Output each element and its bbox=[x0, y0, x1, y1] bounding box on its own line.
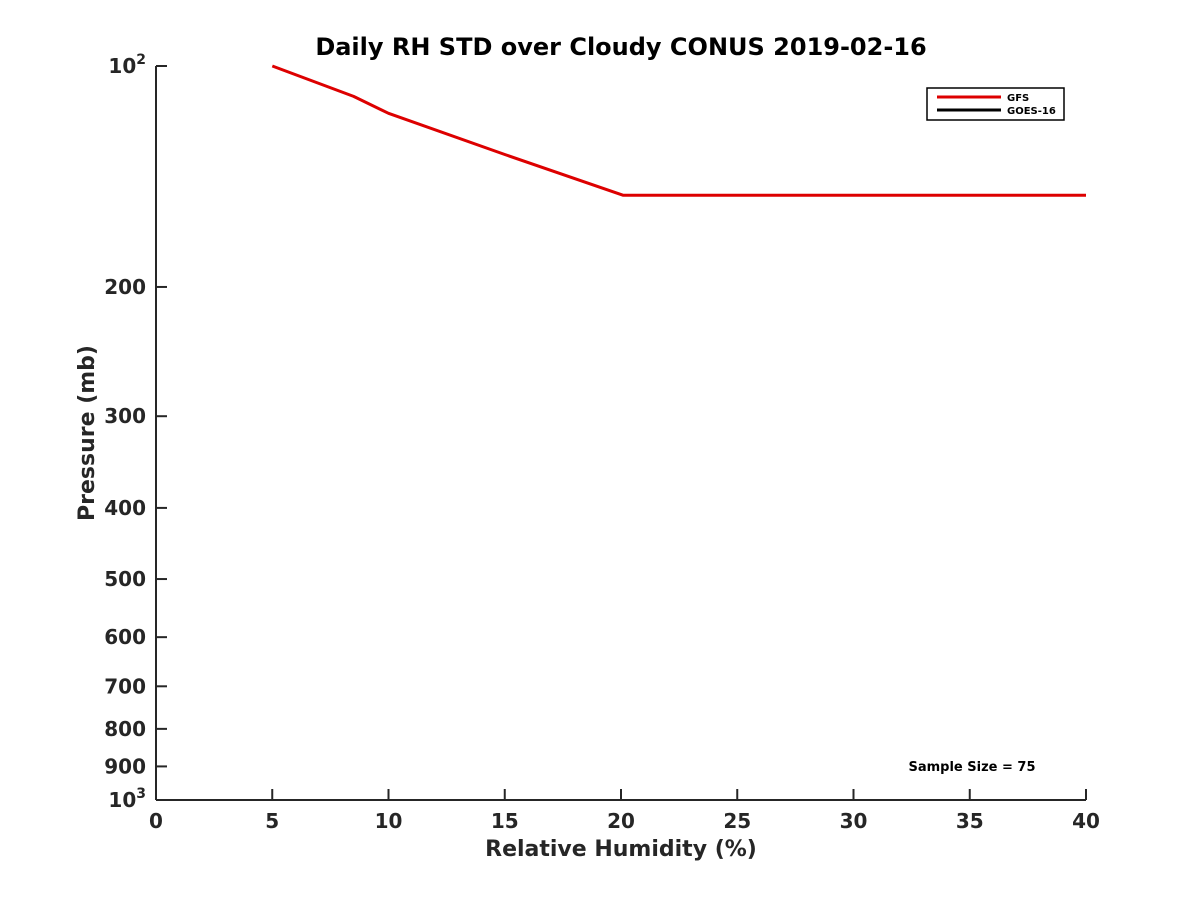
y-tick-label: 900 bbox=[104, 754, 146, 778]
y-tick-label: 700 bbox=[104, 674, 146, 698]
y-tick-label: 800 bbox=[104, 717, 146, 741]
x-tick-label: 35 bbox=[956, 809, 984, 833]
legend: GFS GOES-16 bbox=[926, 87, 1065, 121]
sample-size-annotation: Sample Size = 75 bbox=[908, 760, 1035, 775]
series-line-gfs bbox=[271, 64, 1086, 197]
series-layer bbox=[271, 64, 1086, 197]
y-tick-label: 200 bbox=[104, 275, 146, 299]
x-tick-label: 5 bbox=[265, 809, 279, 833]
x-tick-label: 40 bbox=[1072, 809, 1100, 833]
y-tick-label: 600 bbox=[104, 625, 146, 649]
y-tick-label: 400 bbox=[104, 496, 146, 520]
chart-title: Daily RH STD over Cloudy CONUS 2019-02-1… bbox=[315, 33, 926, 61]
y-tick-label: 500 bbox=[104, 567, 146, 591]
x-axis-label: Relative Humidity (%) bbox=[485, 837, 757, 862]
x-ticks: 0 5 10 15 20 25 30 35 40 bbox=[149, 789, 1100, 833]
y-axis-label: Pressure (mb) bbox=[75, 345, 100, 521]
y-tick-label: 102 bbox=[108, 52, 146, 78]
legend-label-goes16: GOES-16 bbox=[1007, 106, 1056, 117]
y-tick-label: 300 bbox=[104, 404, 146, 428]
x-tick-label: 20 bbox=[607, 809, 635, 833]
x-tick-label: 25 bbox=[723, 809, 751, 833]
x-tick-label: 30 bbox=[840, 809, 868, 833]
legend-label-gfs: GFS bbox=[1007, 93, 1029, 104]
y-ticks: 102 200 300 400 500 600 700 800 900 103 bbox=[104, 52, 167, 812]
x-tick-label: 0 bbox=[149, 809, 163, 833]
legend-box bbox=[926, 87, 1065, 121]
x-tick-label: 10 bbox=[375, 809, 403, 833]
x-tick-label: 15 bbox=[491, 809, 519, 833]
y-tick-label: 103 bbox=[108, 786, 146, 812]
axes bbox=[155, 66, 1086, 801]
